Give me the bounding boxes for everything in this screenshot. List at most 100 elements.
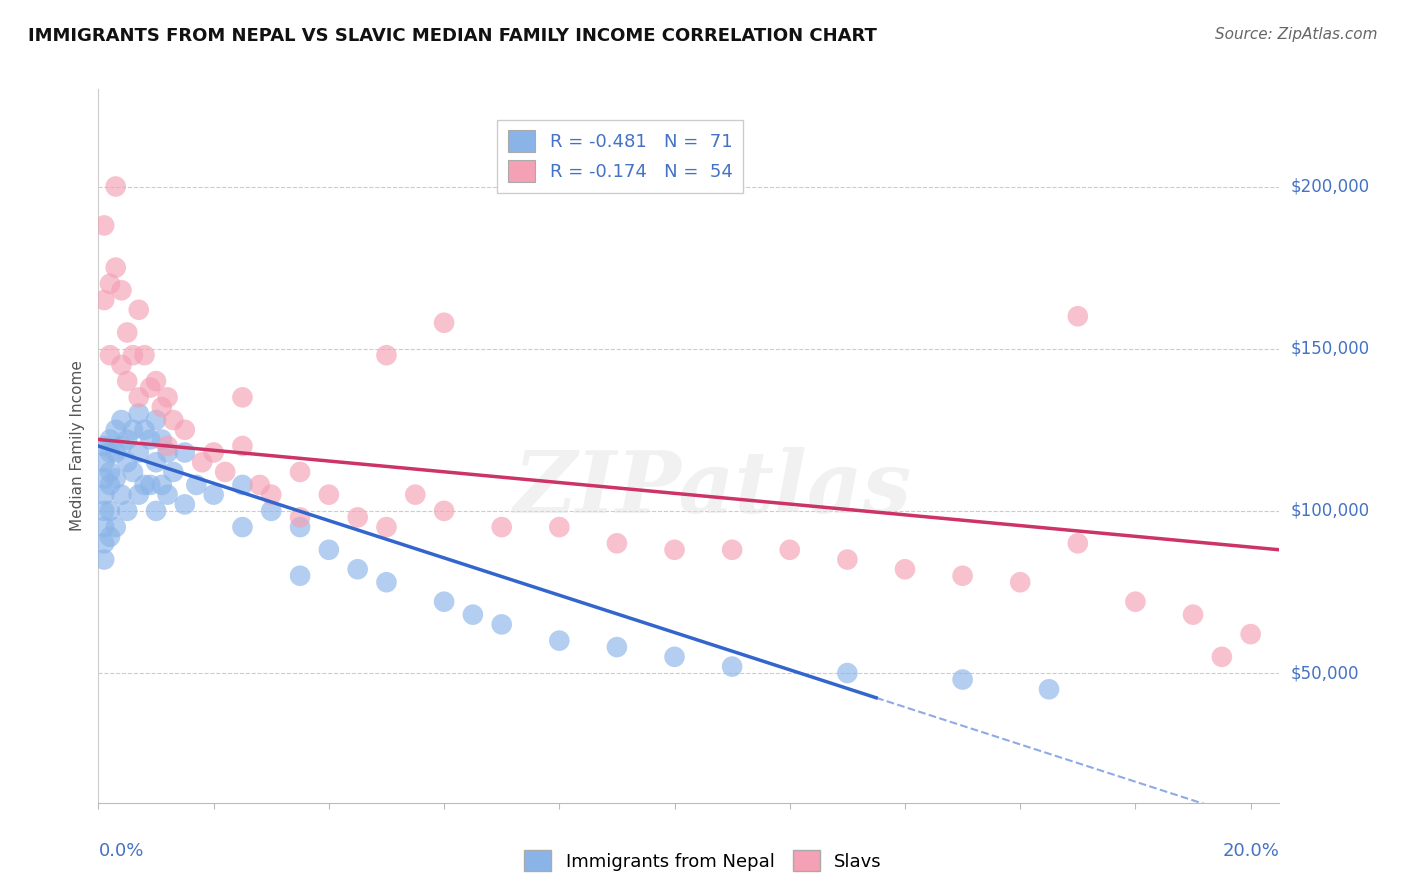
Point <box>433 504 456 518</box>
Point <box>150 433 173 447</box>
Point <box>249 478 271 492</box>
Point <box>98 277 121 291</box>
Point <box>433 316 456 330</box>
Point <box>156 445 179 459</box>
Point <box>606 536 628 550</box>
Point <box>110 413 132 427</box>
Point <box>98 348 121 362</box>
Point <box>346 510 368 524</box>
Point <box>721 659 744 673</box>
Point <box>548 633 571 648</box>
Point <box>134 423 156 437</box>
Point <box>214 465 236 479</box>
Point <box>134 478 156 492</box>
Point <box>115 504 138 518</box>
Point <box>104 471 127 485</box>
Point <box>156 439 179 453</box>
Point <box>173 445 195 459</box>
Point <box>491 520 513 534</box>
Point <box>139 433 162 447</box>
Point <box>93 439 115 453</box>
Text: $100,000: $100,000 <box>1291 502 1369 520</box>
Point <box>156 488 179 502</box>
Point <box>104 179 127 194</box>
Point <box>122 348 145 362</box>
Point <box>375 520 398 534</box>
Point <box>156 390 179 404</box>
Point <box>260 504 283 518</box>
Point <box>433 595 456 609</box>
Point <box>202 488 225 502</box>
Point <box>93 536 115 550</box>
Point <box>346 562 368 576</box>
Point <box>98 530 121 544</box>
Point <box>104 520 127 534</box>
Point <box>93 488 115 502</box>
Point <box>1067 536 1090 550</box>
Point <box>98 478 121 492</box>
Point <box>128 445 150 459</box>
Point <box>952 568 974 582</box>
Point <box>110 439 132 453</box>
Point <box>186 478 208 492</box>
Point <box>288 465 311 479</box>
Point <box>191 455 214 469</box>
Text: 20.0%: 20.0% <box>1223 842 1279 860</box>
Point <box>145 374 167 388</box>
Point <box>115 455 138 469</box>
Point <box>231 478 253 492</box>
Point <box>664 649 686 664</box>
Point <box>98 465 121 479</box>
Point <box>606 640 628 654</box>
Point <box>952 673 974 687</box>
Point <box>110 488 132 502</box>
Point <box>173 423 195 437</box>
Point <box>98 445 121 459</box>
Point <box>145 455 167 469</box>
Point <box>110 283 132 297</box>
Point <box>491 617 513 632</box>
Text: 0.0%: 0.0% <box>98 842 143 860</box>
Text: Source: ZipAtlas.com: Source: ZipAtlas.com <box>1215 27 1378 42</box>
Point <box>288 510 311 524</box>
Point <box>837 552 859 566</box>
Point <box>93 455 115 469</box>
Point <box>288 520 311 534</box>
Point <box>721 542 744 557</box>
Point <box>231 520 253 534</box>
Point <box>128 488 150 502</box>
Point <box>134 348 156 362</box>
Legend: Immigrants from Nepal, Slavs: Immigrants from Nepal, Slavs <box>517 843 889 879</box>
Point <box>139 381 162 395</box>
Point <box>260 488 283 502</box>
Point <box>93 504 115 518</box>
Point <box>202 445 225 459</box>
Point <box>779 542 801 557</box>
Point <box>128 390 150 404</box>
Point <box>150 400 173 414</box>
Point <box>93 552 115 566</box>
Point <box>150 478 173 492</box>
Point <box>115 374 138 388</box>
Point <box>128 407 150 421</box>
Point <box>98 504 121 518</box>
Text: $150,000: $150,000 <box>1291 340 1369 358</box>
Point <box>93 471 115 485</box>
Point <box>1211 649 1233 664</box>
Text: $50,000: $50,000 <box>1291 664 1360 682</box>
Point <box>461 607 484 622</box>
Point <box>115 326 138 340</box>
Point <box>122 465 145 479</box>
Point <box>162 465 184 479</box>
Point <box>104 445 127 459</box>
Point <box>1067 310 1090 324</box>
Point <box>231 390 253 404</box>
Point <box>1240 627 1263 641</box>
Point <box>375 348 398 362</box>
Point <box>1038 682 1060 697</box>
Point <box>145 504 167 518</box>
Point <box>318 542 340 557</box>
Point <box>664 542 686 557</box>
Point <box>93 520 115 534</box>
Point <box>122 423 145 437</box>
